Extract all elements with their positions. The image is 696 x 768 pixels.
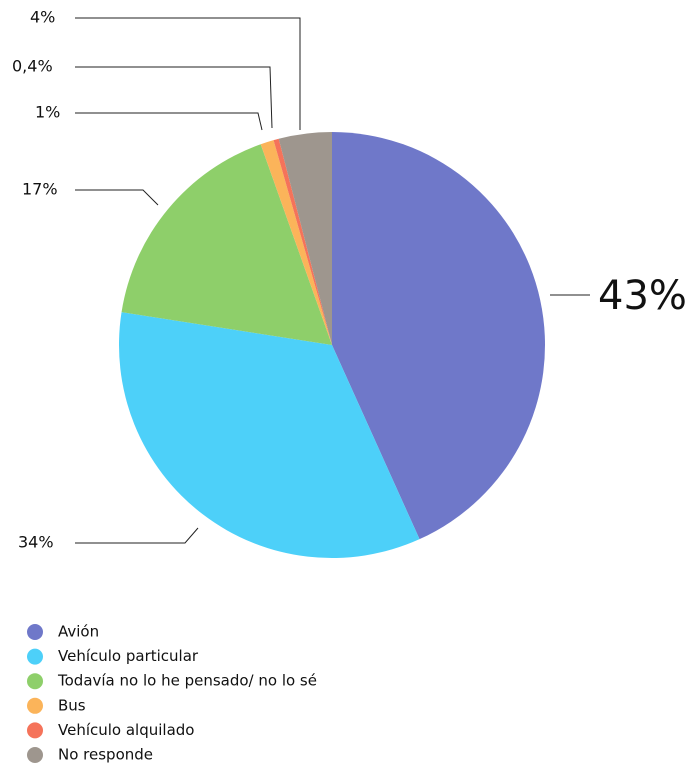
pie-slice bbox=[332, 132, 546, 540]
legend-label: Vehículo alquilado bbox=[58, 721, 194, 739]
legend-label: No responde bbox=[58, 746, 153, 764]
leader-line bbox=[75, 66, 273, 129]
leader-line bbox=[75, 189, 159, 206]
data-label: 17% bbox=[22, 180, 58, 199]
leader-line bbox=[75, 17, 301, 130]
legend-swatch bbox=[27, 747, 43, 763]
legend-label: Todavía no lo he pensado/ no lo sé bbox=[57, 672, 317, 690]
pie-slice bbox=[273, 138, 332, 345]
legend-label: Bus bbox=[58, 696, 86, 714]
legend-swatch bbox=[27, 722, 43, 739]
legend-swatch bbox=[27, 648, 43, 665]
data-label: 34% bbox=[18, 533, 54, 552]
legend-swatch bbox=[27, 624, 43, 640]
legend-swatch bbox=[27, 673, 43, 690]
legend-label: Vehículo particular bbox=[58, 647, 199, 665]
data-label: 4% bbox=[30, 8, 55, 27]
data-label: 43% bbox=[598, 273, 687, 319]
pie-slice bbox=[278, 132, 332, 345]
data-label: 1% bbox=[35, 103, 60, 122]
pie-slice bbox=[260, 140, 332, 345]
pie-slice bbox=[121, 144, 332, 345]
data-label: 0,4% bbox=[12, 57, 53, 76]
leader-line bbox=[75, 112, 263, 131]
legend-swatch bbox=[27, 697, 43, 714]
leader-line bbox=[75, 527, 199, 544]
legend-label: Avión bbox=[58, 623, 99, 641]
pie-slice bbox=[119, 312, 420, 559]
